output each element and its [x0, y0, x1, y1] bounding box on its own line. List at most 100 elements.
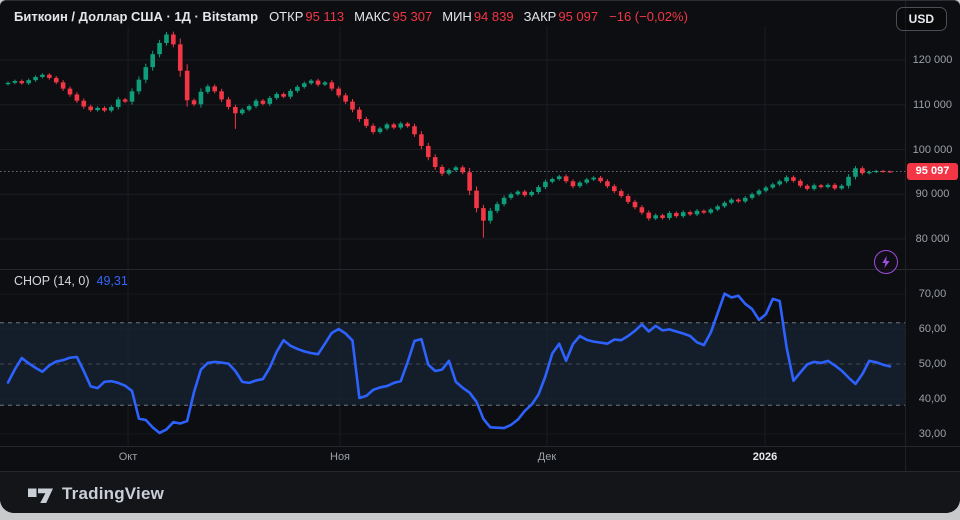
candle — [680, 212, 686, 217]
candle — [47, 74, 52, 78]
candle — [40, 74, 45, 78]
candle — [612, 186, 617, 192]
price-change: −16 (−0,02%) — [609, 9, 688, 24]
candle — [460, 167, 466, 173]
candle — [784, 177, 789, 182]
ohlc-pair: МАКС 95 307 — [354, 9, 432, 24]
indicator-legend: CHOP (14, 0) 49,31 — [14, 274, 128, 288]
time-axis[interactable]: Окт Ноя Дек 2026 — [0, 446, 905, 471]
candle — [591, 177, 596, 180]
candle — [267, 98, 273, 104]
candle — [370, 125, 376, 133]
indicator-tick-label: 40,00 — [918, 393, 947, 405]
candle — [12, 81, 18, 83]
candle — [171, 34, 176, 45]
ohlc-label: ЗАКР — [523, 9, 557, 24]
candle — [770, 184, 776, 188]
candle — [543, 181, 548, 188]
candle — [625, 196, 631, 202]
candle — [301, 83, 307, 87]
candle — [384, 124, 390, 129]
candle — [308, 80, 314, 84]
candle — [343, 95, 348, 102]
candle — [239, 109, 245, 114]
candle — [288, 90, 293, 97]
candle — [219, 91, 224, 100]
candle — [391, 124, 397, 128]
ohlc-label: МИН — [442, 9, 472, 24]
indicator-name[interactable]: CHOP (14, 0) — [14, 274, 90, 288]
candle — [226, 99, 231, 107]
candle — [756, 190, 762, 195]
candle — [122, 99, 128, 102]
candle — [177, 44, 183, 71]
ohlc-value: 95 113 — [305, 9, 345, 24]
candle — [508, 194, 514, 198]
candle — [694, 210, 700, 215]
candle — [839, 185, 844, 189]
candle — [53, 77, 59, 83]
candle — [529, 192, 534, 196]
currency-toggle-button[interactable]: USD — [895, 7, 947, 31]
candle — [102, 107, 107, 111]
candle — [233, 106, 238, 114]
candle — [398, 123, 404, 128]
indicator-tick-label: 50,00 — [918, 358, 947, 370]
candle — [777, 181, 782, 185]
candle — [67, 88, 73, 95]
candle — [674, 213, 679, 217]
lightning-bolt-icon — [882, 256, 890, 268]
time-tick-label: Ноя — [330, 451, 351, 463]
ohlc-pair: ЗАКР 95 097 — [524, 9, 599, 24]
candle — [315, 80, 321, 85]
candle — [618, 191, 624, 197]
candle — [584, 179, 590, 183]
price-tick-label: 110 000 — [913, 98, 952, 111]
candle — [467, 172, 472, 191]
candle — [639, 207, 645, 213]
candle — [742, 197, 748, 202]
time-tick-label: Окт — [118, 451, 138, 463]
candle — [336, 88, 342, 96]
price-axis[interactable]: 120 000 110 000 100 000 90 000 80 000 — [905, 1, 960, 269]
lightning-button[interactable] — [874, 250, 898, 274]
indicator-axis[interactable]: 70,00 60,00 50,00 40,00 30,00 — [905, 269, 960, 446]
candle — [749, 194, 755, 198]
last-price-badge: 95 097 — [907, 162, 958, 180]
candle — [136, 79, 142, 92]
candle — [846, 176, 851, 186]
candle — [357, 109, 362, 120]
time-tick-label: 2026 — [752, 451, 778, 463]
candle — [494, 204, 500, 211]
candle — [143, 67, 149, 80]
candle — [5, 82, 11, 85]
symbol-title[interactable]: Биткоин / Доллар США · 1Д · Bitstamp — [14, 9, 259, 24]
candle — [350, 101, 355, 110]
ohlc-value: 94 839 — [473, 9, 514, 24]
footer-strip — [0, 471, 960, 513]
candle — [329, 82, 335, 89]
symbol-header: Биткоин / Доллар США · 1Д · Bitstamp ОТК… — [14, 9, 688, 24]
candle — [825, 184, 831, 188]
candle — [880, 170, 886, 173]
candle — [377, 128, 383, 133]
candle — [667, 213, 672, 218]
candle — [274, 94, 280, 99]
candle — [708, 209, 714, 213]
candle — [405, 123, 410, 127]
candle — [501, 197, 507, 205]
candle — [453, 167, 459, 171]
candle — [660, 215, 665, 218]
candle — [253, 100, 259, 107]
candle — [363, 119, 369, 126]
candle — [157, 42, 162, 55]
ohlc-label: МАКС — [354, 9, 391, 24]
candle — [570, 181, 576, 187]
candle — [798, 180, 803, 186]
tradingview-logo-text: TradingView — [62, 483, 165, 503]
tradingview-branding[interactable]: TradingView — [28, 483, 164, 504]
candle — [722, 202, 727, 207]
candle — [184, 70, 190, 101]
